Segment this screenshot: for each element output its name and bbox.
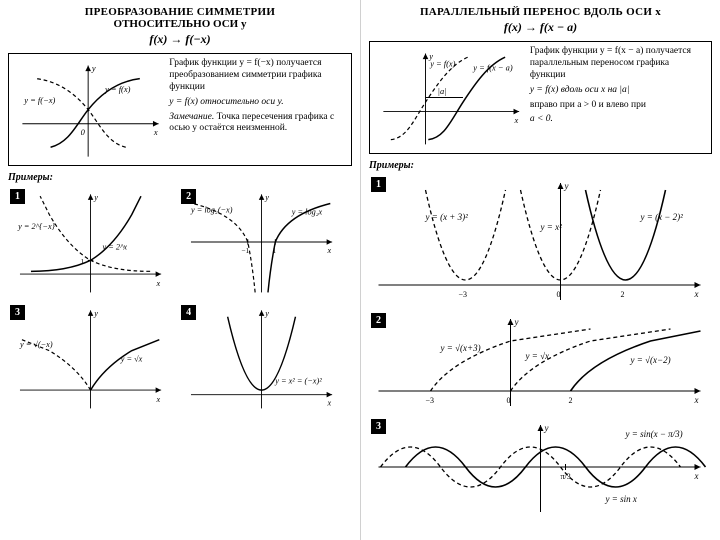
svg-text:x: x <box>153 127 158 137</box>
left-explain: График функции y = f(−x) получается прео… <box>169 58 347 161</box>
badge-4: 4 <box>181 305 196 320</box>
svg-text:2: 2 <box>621 290 625 299</box>
left-frame-graph: y x 0 y = f(x) y = f(−x) <box>13 58 163 161</box>
svg-text:0: 0 <box>81 127 86 137</box>
left-framed-box: y x 0 y = f(x) y = f(−x) График функции … <box>8 53 352 166</box>
svg-text:−3: −3 <box>426 396 435 405</box>
right-frame-graph: yx y = f(x) y = f(x − a) |a| <box>374 46 524 149</box>
r-badge-1: 1 <box>371 177 386 192</box>
svg-text:0: 0 <box>557 290 561 299</box>
left-panel: ПРЕОБРАЗОВАНИЕ СИММЕТРИИ ОТНОСИТЕЛЬНО ОС… <box>0 0 360 540</box>
right-examples-grid: 1 y x −3 0 2 y = (x + 3)² y = x² y = (x − 2… <box>369 175 712 517</box>
right-formula: f(x) → f(x − a) <box>369 20 712 35</box>
right-panel: ПАРАЛЛЕЛЬНЫЙ ПЕРЕНОС ВДОЛЬ ОСИ x f(x) → … <box>360 0 720 540</box>
svg-text:y = 2^{−x}: y = 2^{−x} <box>17 222 55 231</box>
svg-text:y: y <box>264 309 269 318</box>
left-example-1: 1 yx 1 y = 2^x y = 2^{−x} <box>8 187 173 297</box>
svg-text:y = (x + 3)²: y = (x + 3)² <box>425 212 469 222</box>
svg-text:y = log₂x: y = log₂x <box>291 208 323 217</box>
svg-text:y: y <box>93 193 98 202</box>
svg-text:y = 2^x: y = 2^x <box>101 243 127 252</box>
svg-text:|a|: |a| <box>438 86 447 96</box>
left-formula: f(x) → f(−x) <box>8 32 352 47</box>
svg-text:y = f(−x): y = f(−x) <box>23 95 55 105</box>
svg-text:y = f(x): y = f(x) <box>104 84 131 94</box>
right-example-1: 1 y x −3 0 2 y = (x + 3)² y = x² y = (x − 2… <box>369 175 712 305</box>
left-title-block: ПРЕОБРАЗОВАНИЕ СИММЕТРИИ ОТНОСИТЕЛЬНО ОС… <box>8 6 352 47</box>
svg-text:x: x <box>694 471 699 481</box>
svg-text:y = √x: y = √x <box>525 351 550 361</box>
right-title-line1: ПАРАЛЛЕЛЬНЫЙ ПЕРЕНОС ВДОЛЬ ОСИ x <box>369 6 712 18</box>
svg-text:x: x <box>156 395 161 404</box>
svg-text:0: 0 <box>507 396 511 405</box>
svg-text:y: y <box>544 423 549 433</box>
r-badge-3: 3 <box>371 419 386 434</box>
left-exp-l1: График функции y = f(−x) <box>169 58 274 68</box>
svg-text:y = √(−x): y = √(−x) <box>19 340 53 349</box>
left-title-line2: ОТНОСИТЕЛЬНО ОСИ y <box>8 18 352 30</box>
left-example-2: 2 yx 1 −1 y = log₂x y = log₂(−x) <box>179 187 344 297</box>
svg-text:x: x <box>327 246 332 255</box>
svg-text:y: y <box>93 309 98 318</box>
r-badge-2: 2 <box>371 313 386 328</box>
right-exp-l5: a < 0. <box>530 114 707 126</box>
left-note-label: Замечание. <box>169 112 214 122</box>
left-example-3: 3 y x y = √x y = √(−x) <box>8 303 173 413</box>
svg-text:y = f(x − a): y = f(x − a) <box>472 62 513 72</box>
svg-text:2: 2 <box>569 396 573 405</box>
svg-text:y: y <box>264 193 269 202</box>
svg-text:y = (x − 2)²: y = (x − 2)² <box>640 212 684 222</box>
svg-text:y = f(x): y = f(x) <box>429 59 455 69</box>
svg-text:x: x <box>694 289 699 299</box>
badge-1: 1 <box>10 189 25 204</box>
left-example-4: 4 y x y = x² = (−x)² <box>179 303 344 413</box>
left-examples-grid: 1 yx 1 y = 2^x y = 2^{−x} 2 yx 1 −1 <box>8 187 352 413</box>
svg-text:y: y <box>514 317 519 327</box>
svg-text:x: x <box>327 399 332 408</box>
svg-text:x: x <box>694 395 699 405</box>
right-exp-l3: y = f(x) вдоль оси x на |a| <box>530 85 630 95</box>
svg-text:x: x <box>513 115 518 125</box>
right-exp-l4: вправо при a > 0 и влево при <box>530 100 646 110</box>
svg-text:y = log₂(−x): y = log₂(−x) <box>190 206 233 215</box>
svg-text:−3: −3 <box>459 290 468 299</box>
right-explain: График функции y = f(x − a) получается п… <box>530 46 707 149</box>
left-title-line1: ПРЕОБРАЗОВАНИЕ СИММЕТРИИ <box>8 6 352 18</box>
svg-text:y = sin(x − π/3): y = sin(x − π/3) <box>625 429 683 439</box>
svg-text:y = x²: y = x² <box>540 222 563 232</box>
left-exp-l3: y = f(x) относительно оси y. <box>169 97 347 109</box>
right-title-block: ПАРАЛЛЕЛЬНЫЙ ПЕРЕНОС ВДОЛЬ ОСИ x f(x) → … <box>369 6 712 35</box>
badge-3: 3 <box>10 305 25 320</box>
svg-text:y = x² = (−x)²: y = x² = (−x)² <box>274 377 322 386</box>
right-framed-box: yx y = f(x) y = f(x − a) |a| График функ… <box>369 41 712 154</box>
svg-text:y = √(x−2): y = √(x−2) <box>630 355 671 365</box>
right-exp-l1: График функции y = f(x − a) <box>530 46 644 56</box>
svg-text:y = √(x+3): y = √(x+3) <box>440 343 481 353</box>
left-examples-label: Примеры: <box>8 172 352 183</box>
svg-text:y: y <box>564 181 569 191</box>
right-example-3: 3 yx π/3 y = sin x y = sin(x − π/3) <box>369 417 712 517</box>
svg-text:y = √x: y = √x <box>120 355 143 364</box>
right-examples-label: Примеры: <box>369 160 712 171</box>
badge-2: 2 <box>181 189 196 204</box>
svg-text:y = sin x: y = sin x <box>605 494 637 504</box>
svg-text:y: y <box>91 63 96 73</box>
svg-text:x: x <box>156 279 161 288</box>
right-example-2: 2 y x −3 0 2 y = √(x+3) y = √x y = √(x−2) <box>369 311 712 411</box>
